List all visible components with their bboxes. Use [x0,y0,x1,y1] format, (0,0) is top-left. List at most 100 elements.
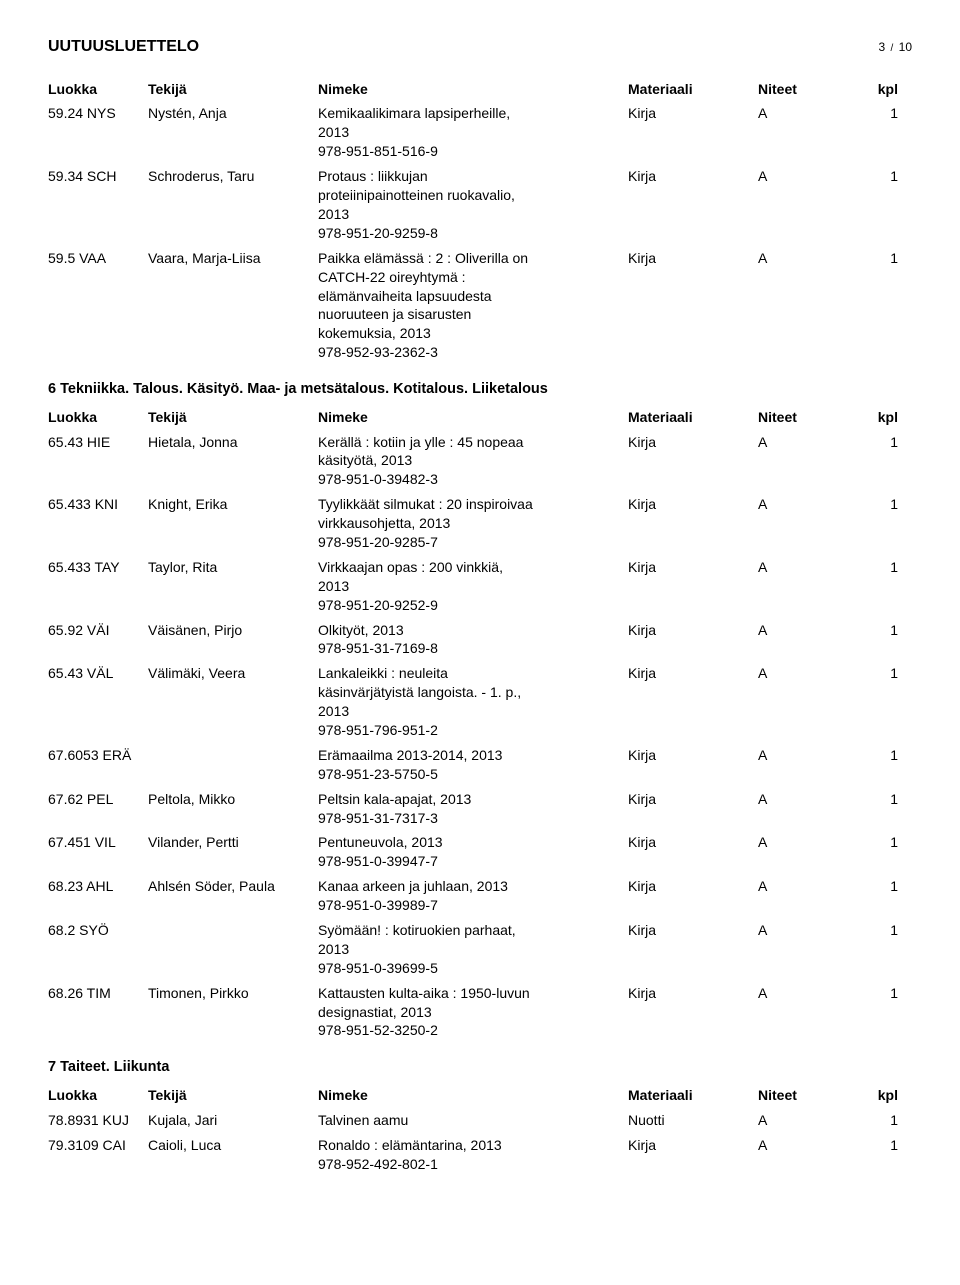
cell-niteet: A [758,1136,838,1174]
cell-tekija: Timonen, Pirkko [148,984,318,1041]
cell-niteet: A [758,249,838,362]
cell-luokka: 79.3109 CAI [48,1136,148,1174]
cell-niteet: A [758,433,838,490]
table-row: 65.43 VÄLVälimäki, VeeraLankaleikki : ne… [48,664,912,740]
page-header: UUTUUSLUETTELO 3 / 10 [48,36,912,58]
column-header-kpl: kpl [838,408,898,427]
cell-materiaali: Kirja [628,558,758,615]
cell-kpl: 1 [838,249,898,362]
cell-luokka: 65.92 VÄI [48,621,148,659]
cell-luokka: 59.34 SCH [48,167,148,243]
cell-niteet: A [758,1111,838,1130]
cell-materiaali: Kirja [628,1136,758,1174]
column-header-niteet: Niteet [758,408,838,427]
cell-materiaali: Kirja [628,664,758,740]
cell-materiaali: Kirja [628,833,758,871]
page-sep: / [891,43,894,54]
cell-tekija: Schroderus, Taru [148,167,318,243]
cell-luokka: 59.24 NYS [48,104,148,161]
column-header-materiaali: Materiaali [628,408,758,427]
cell-nimeke: Syömään! : kotiruokien parhaat, 2013 978… [318,921,628,978]
column-header-row: LuokkaTekijäNimekeMateriaaliNiteetkpl [48,1086,912,1105]
cell-tekija: Kujala, Jari [148,1111,318,1130]
table-row: 65.433 KNIKnight, ErikaTyylikkäät silmuk… [48,495,912,552]
cell-kpl: 1 [838,167,898,243]
cell-materiaali: Kirja [628,249,758,362]
column-header-kpl: kpl [838,1086,898,1105]
cell-materiaali: Kirja [628,433,758,490]
column-header-kpl: kpl [838,80,898,99]
table-row: 59.5 VAAVaara, Marja-LiisaPaikka elämäss… [48,249,912,362]
document-title: UUTUUSLUETTELO [48,36,199,58]
column-header-row: LuokkaTekijäNimekeMateriaaliNiteetkpl [48,80,912,99]
cell-kpl: 1 [838,984,898,1041]
cell-kpl: 1 [838,664,898,740]
cell-kpl: 1 [838,621,898,659]
cell-nimeke: Kanaa arkeen ja juhlaan, 2013 978-951-0-… [318,877,628,915]
cell-niteet: A [758,921,838,978]
table-row: 65.92 VÄIVäisänen, PirjoOlkityöt, 2013 9… [48,621,912,659]
section-title: 6 Tekniikka. Talous. Käsityö. Maa- ja me… [48,380,912,400]
cell-luokka: 68.26 TIM [48,984,148,1041]
cell-nimeke: Virkkaajan opas : 200 vinkkiä, 2013 978-… [318,558,628,615]
cell-niteet: A [758,877,838,915]
table-row: 67.6053 ERÄErämaailma 2013-2014, 2013 97… [48,746,912,784]
cell-niteet: A [758,495,838,552]
cell-nimeke: Kerällä : kotiin ja ylle : 45 nopeaa käs… [318,433,628,490]
cell-tekija: Väisänen, Pirjo [148,621,318,659]
cell-kpl: 1 [838,495,898,552]
cell-luokka: 65.43 VÄL [48,664,148,740]
table-row: 67.62 PELPeltola, MikkoPeltsin kala-apaj… [48,790,912,828]
cell-kpl: 1 [838,1136,898,1174]
cell-tekija: Välimäki, Veera [148,664,318,740]
page-current: 3 [878,40,885,54]
cell-niteet: A [758,746,838,784]
table-row: 59.34 SCHSchroderus, TaruProtaus : liikk… [48,167,912,243]
cell-tekija: Taylor, Rita [148,558,318,615]
table-row: 68.26 TIMTimonen, PirkkoKattausten kulta… [48,984,912,1041]
cell-tekija: Hietala, Jonna [148,433,318,490]
cell-materiaali: Kirja [628,621,758,659]
column-header-materiaali: Materiaali [628,80,758,99]
column-header-luokka: Luokka [48,408,148,427]
cell-nimeke: Olkityöt, 2013 978-951-31-7169-8 [318,621,628,659]
cell-materiaali: Kirja [628,104,758,161]
cell-nimeke: Kattausten kulta-aika : 1950-luvun desig… [318,984,628,1041]
cell-luokka: 78.8931 KUJ [48,1111,148,1130]
cell-materiaali: Kirja [628,877,758,915]
cell-kpl: 1 [838,833,898,871]
cell-nimeke: Talvinen aamu [318,1111,628,1130]
column-header-luokka: Luokka [48,1086,148,1105]
column-header-nimeke: Nimeke [318,1086,628,1105]
cell-nimeke: Protaus : liikkujan proteiinipainotteine… [318,167,628,243]
cell-niteet: A [758,790,838,828]
cell-kpl: 1 [838,558,898,615]
column-header-tekija: Tekijä [148,408,318,427]
cell-nimeke: Tyylikkäät silmukat : 20 inspiroivaa vir… [318,495,628,552]
cell-materiaali: Kirja [628,921,758,978]
cell-materiaali: Kirja [628,746,758,784]
cell-luokka: 65.43 HIE [48,433,148,490]
cell-tekija [148,746,318,784]
table-row: 79.3109 CAICaioli, LucaRonaldo : elämänt… [48,1136,912,1174]
column-header-tekija: Tekijä [148,80,318,99]
table-row: 67.451 VILVilander, PerttiPentuneuvola, … [48,833,912,871]
column-header-nimeke: Nimeke [318,408,628,427]
column-header-tekija: Tekijä [148,1086,318,1105]
cell-tekija: Caioli, Luca [148,1136,318,1174]
cell-niteet: A [758,984,838,1041]
section-title: 7 Taiteet. Liikunta [48,1058,912,1078]
column-header-row: LuokkaTekijäNimekeMateriaaliNiteetkpl [48,408,912,427]
table-row: 68.2 SYÖ Syömään! : kotiruokien parhaat, … [48,921,912,978]
cell-tekija: Nystén, Anja [148,104,318,161]
cell-kpl: 1 [838,104,898,161]
cell-luokka: 65.433 KNI [48,495,148,552]
column-header-niteet: Niteet [758,1086,838,1105]
cell-materiaali: Kirja [628,495,758,552]
cell-kpl: 1 [838,790,898,828]
page-number: 3 / 10 [878,39,912,56]
column-header-niteet: Niteet [758,80,838,99]
cell-luokka: 68.2 SYÖ [48,921,148,978]
cell-niteet: A [758,833,838,871]
cell-nimeke: Ronaldo : elämäntarina, 2013 978-952-492… [318,1136,628,1174]
